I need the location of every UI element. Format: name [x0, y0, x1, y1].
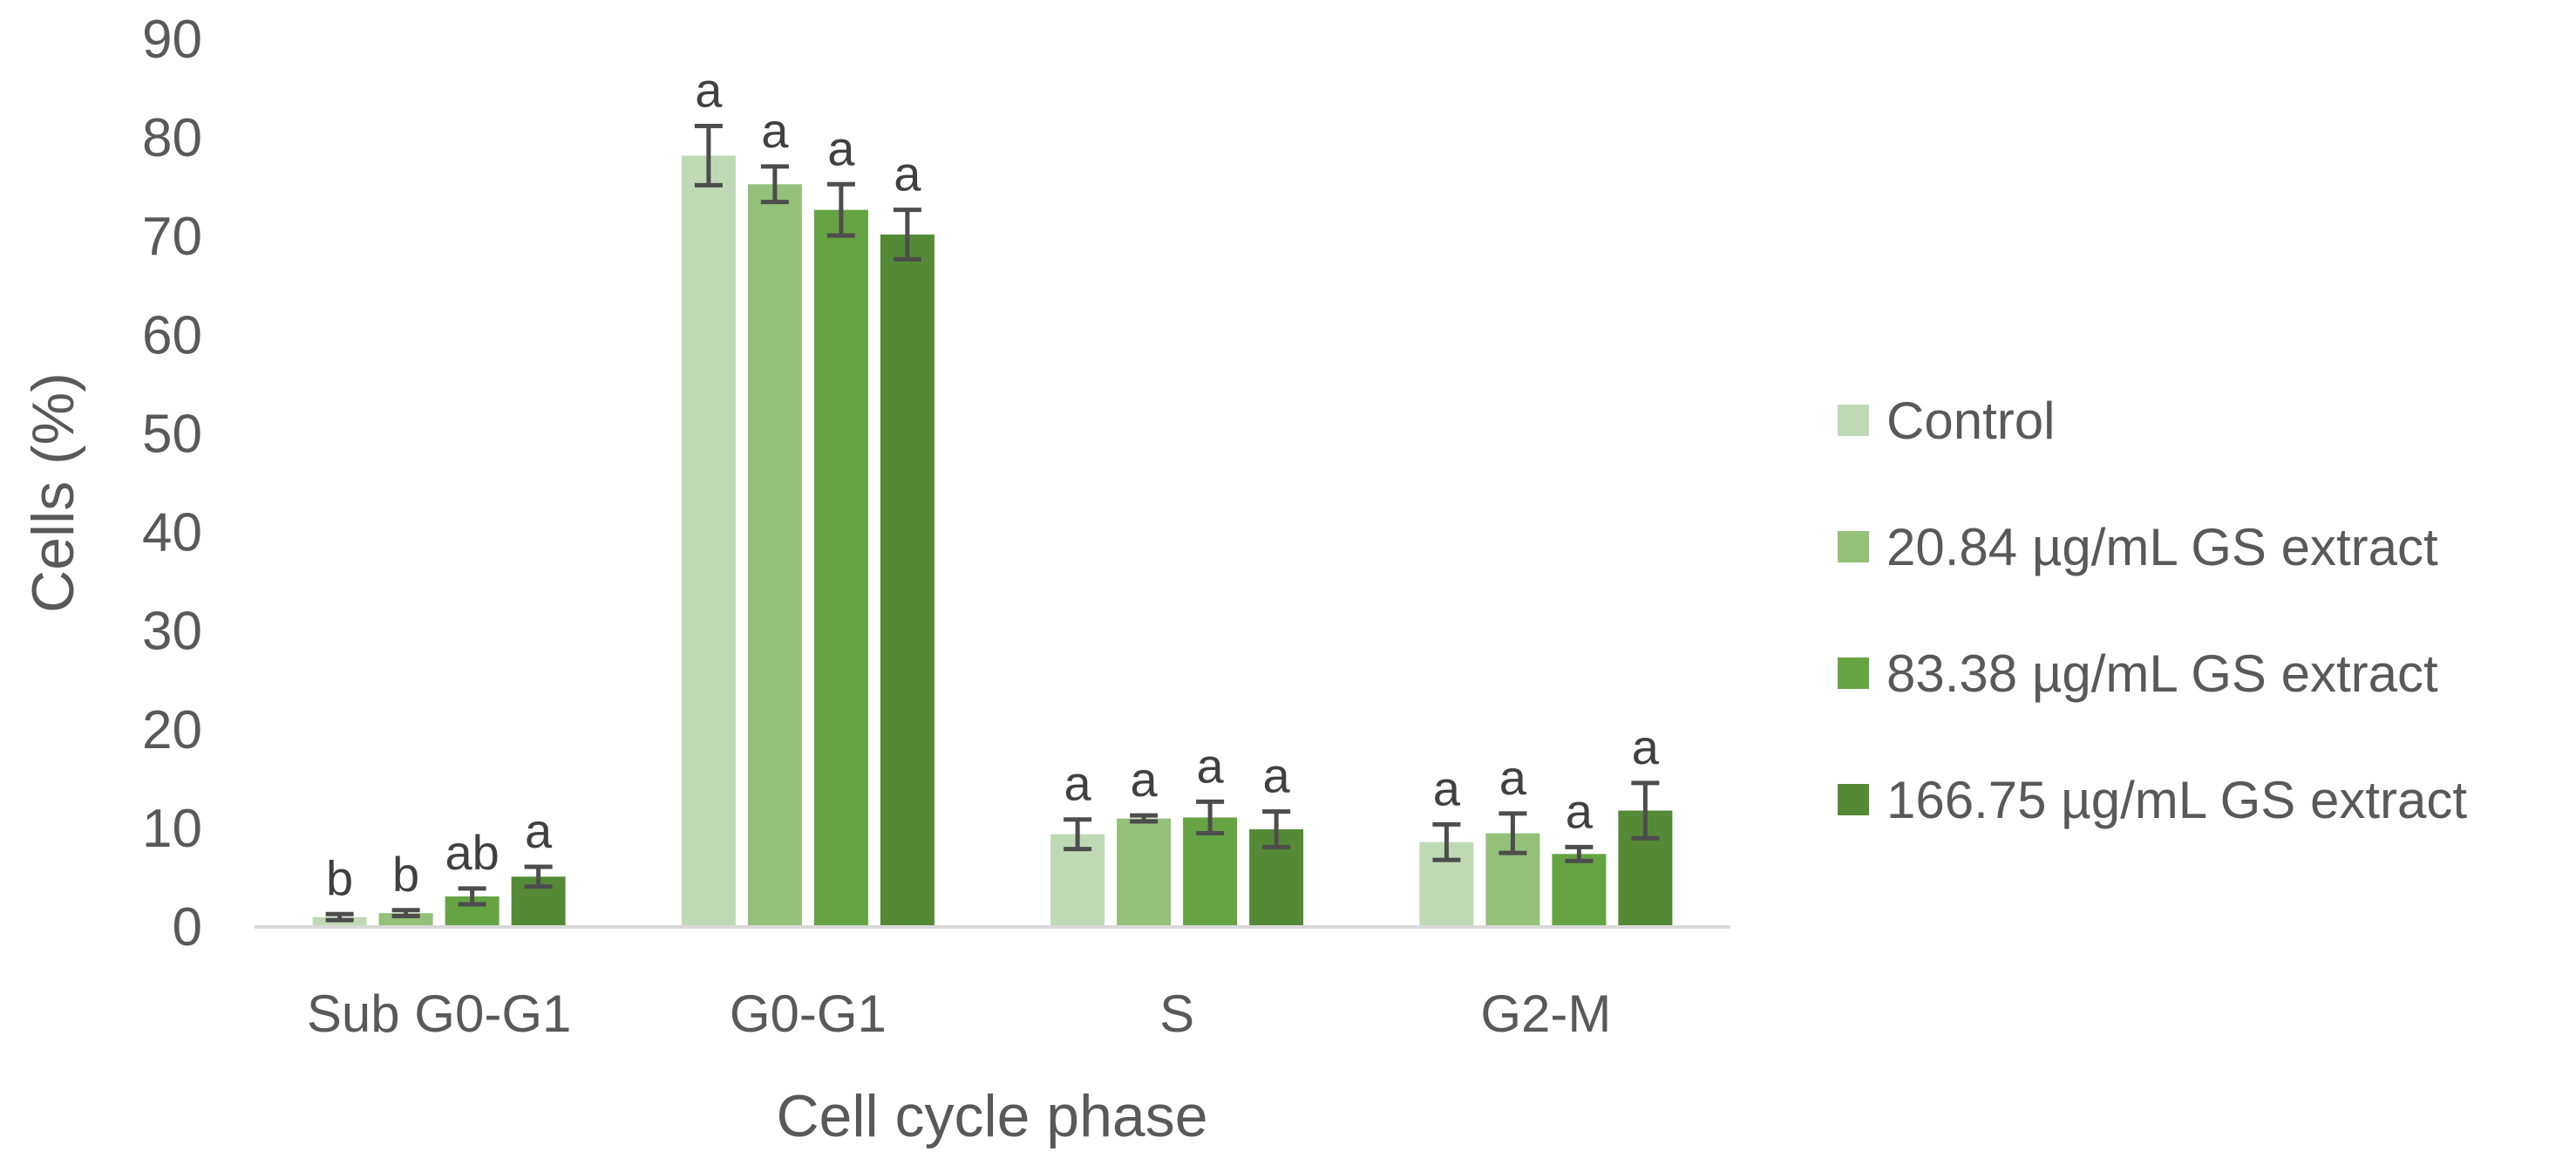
- significance-label: a: [695, 63, 723, 118]
- x-category-label: S: [1159, 985, 1194, 1043]
- y-tick-label: 80: [142, 108, 202, 168]
- bar: [681, 155, 736, 927]
- significance-label: a: [827, 120, 855, 175]
- significance-label: b: [392, 847, 419, 902]
- y-tick-label: 70: [142, 207, 202, 267]
- bar: [1552, 854, 1607, 927]
- x-axis-title: Cell cycle phase: [776, 1083, 1207, 1149]
- significance-label: a: [1131, 752, 1159, 807]
- category-labels: Sub G0-G1 G0-G1 S G2-M: [307, 985, 1612, 1043]
- bar: [880, 234, 935, 928]
- bar: [1183, 817, 1238, 927]
- significance-label: ab: [445, 825, 499, 880]
- legend-swatch: [1838, 405, 1869, 436]
- y-tick-label: 50: [142, 404, 202, 464]
- bars: [312, 155, 1673, 928]
- legend-swatch: [1838, 658, 1869, 689]
- y-tick-label: 20: [142, 700, 202, 760]
- significance-label: a: [761, 103, 789, 158]
- legend-label: 20.84 µg/mL GS extract: [1886, 518, 2438, 576]
- legend-swatch: [1838, 531, 1869, 562]
- legend-swatch: [1838, 784, 1869, 815]
- y-tick-label: 90: [142, 10, 202, 70]
- significance-label: a: [1433, 760, 1461, 815]
- bar: [813, 209, 868, 927]
- significance-label: b: [326, 850, 353, 905]
- y-tick-label: 10: [142, 799, 202, 859]
- significance-labels: b b ab aaa a aa a a a a aaa: [326, 63, 1660, 906]
- significance-label: a: [1197, 738, 1225, 793]
- legend-label: Control: [1886, 392, 2055, 450]
- significance-label: a: [1064, 756, 1092, 811]
- legend: Control 20.84 µg/mL GS extract 83.38 µg/mL…: [1838, 392, 2467, 829]
- y-tick-label: 0: [173, 897, 202, 957]
- y-tick-label: 30: [142, 602, 202, 662]
- y-tick-label: 40: [142, 503, 202, 563]
- x-category-label: G0-G1: [730, 985, 887, 1043]
- y-tick-label: 60: [142, 305, 202, 365]
- significance-label: a: [1632, 719, 1660, 774]
- significance-label: a: [1499, 750, 1527, 805]
- significance-label: a: [525, 803, 553, 858]
- x-category-label: Sub G0-G1: [307, 985, 572, 1043]
- error-bars: [325, 124, 1660, 923]
- legend-label: 83.38 µg/mL GS extract: [1886, 644, 2438, 703]
- y-axis-title: Cells (%): [20, 372, 86, 613]
- bar: [1117, 818, 1172, 927]
- significance-label: a: [1566, 783, 1594, 838]
- significance-label: a: [1263, 748, 1291, 803]
- bar: [747, 184, 802, 928]
- legend-label: 166.75 µg/mL GS extract: [1886, 771, 2467, 829]
- x-category-label: G2-M: [1480, 985, 1611, 1043]
- y-axis-ticks: 0 10 20 30 40 50 60 70 80 90: [142, 10, 202, 957]
- significance-label: a: [894, 146, 921, 201]
